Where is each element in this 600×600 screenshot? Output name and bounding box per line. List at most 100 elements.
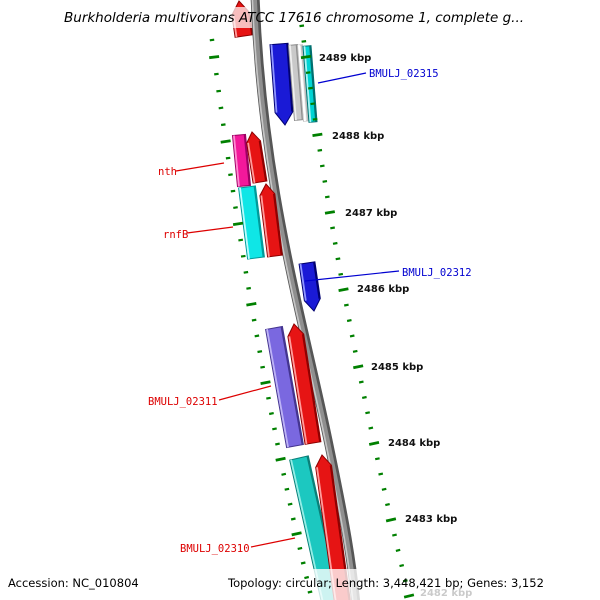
ruler-tick-minor bbox=[349, 334, 355, 338]
ruler-tick-minor bbox=[338, 272, 344, 276]
ruler-tick-minor bbox=[220, 123, 226, 127]
gene-label-BMULJ_02312[interactable]: BMULJ_02312 bbox=[402, 267, 472, 279]
ruler-tick-minor bbox=[346, 319, 352, 323]
ruler-tick-minor bbox=[281, 472, 287, 476]
ruler-tick-minor bbox=[381, 487, 387, 491]
ruler-tick-minor bbox=[209, 38, 215, 42]
ruler-tick-minor bbox=[284, 487, 290, 491]
label-leader-line bbox=[186, 226, 234, 234]
gene-label-rnfB[interactable]: rnfB bbox=[163, 229, 188, 241]
ruler-tick-minor bbox=[317, 148, 323, 152]
ruler-tick-minor bbox=[378, 472, 384, 476]
ruler-tick-major bbox=[324, 210, 336, 215]
ruler-tick-major bbox=[209, 55, 220, 60]
gene-bevel-shadow bbox=[286, 43, 293, 112]
ruler-tick-minor bbox=[216, 89, 222, 93]
ruler-tick-minor bbox=[308, 86, 313, 90]
gene-bevel-shadow bbox=[309, 45, 317, 122]
gene-label-BMULJ_02315[interactable]: BMULJ_02315 bbox=[369, 68, 439, 80]
ruler-tick-minor bbox=[305, 71, 311, 74]
ruler-tick-minor bbox=[361, 395, 367, 399]
ruler-tick-major bbox=[312, 132, 323, 137]
gene-feature-red-arrow-4[interactable] bbox=[315, 454, 351, 600]
label-leader-line bbox=[304, 270, 400, 282]
gene-feature-BMULJ_02310[interactable] bbox=[289, 455, 342, 600]
ruler-tick-minor bbox=[335, 257, 341, 261]
ruler-tick-major bbox=[246, 302, 257, 307]
ruler-tick-minor bbox=[275, 442, 280, 446]
gene-bevel-shadow bbox=[295, 44, 304, 120]
ruler-tick-minor bbox=[300, 561, 306, 565]
ruler-tick-major bbox=[260, 380, 271, 385]
label-leader-line bbox=[250, 537, 296, 548]
ruler-tick-minor bbox=[358, 380, 364, 384]
ruler-tick-minor bbox=[402, 579, 408, 583]
ruler-tick-major bbox=[300, 54, 312, 60]
status-genome-info: Topology: circular; Length: 3,448,421 bp… bbox=[228, 576, 544, 590]
ruler-tick-major bbox=[232, 221, 244, 226]
gene-bevel-shadow bbox=[258, 140, 267, 182]
gene-bevel-highlight bbox=[298, 45, 306, 122]
ruler-label-2489: 2489 kbp bbox=[319, 53, 371, 64]
status-bar-backdrop bbox=[0, 569, 600, 600]
gene-bevel-shadow bbox=[301, 334, 321, 443]
ruler-tick-minor bbox=[260, 365, 265, 369]
ruler-tick-minor bbox=[330, 226, 335, 230]
ruler-tick-minor bbox=[304, 575, 310, 580]
ruler-tick-minor bbox=[322, 180, 328, 183]
gene-bevel-shadow bbox=[273, 193, 283, 256]
ruler-tick-minor bbox=[299, 24, 305, 28]
label-leader-line bbox=[317, 72, 367, 84]
ruler-tick-major bbox=[275, 456, 286, 462]
chromosome-backbone-highlight bbox=[251, 0, 354, 600]
gene-feature-rnfB[interactable] bbox=[238, 185, 265, 260]
ruler-label-2487: 2487 kbp bbox=[345, 208, 397, 219]
map-title: Burkholderia multivorans ATCC 17616 chro… bbox=[64, 10, 525, 26]
ruler-tick-minor bbox=[374, 457, 380, 461]
ruler-tick-minor bbox=[230, 189, 236, 193]
ruler-tick-minor bbox=[240, 254, 246, 258]
gene-bevel-highlight bbox=[289, 45, 297, 121]
ruler-tick-minor bbox=[324, 195, 330, 199]
ruler-tick-minor bbox=[233, 206, 238, 209]
ruler-tick-minor bbox=[297, 546, 303, 550]
status-bar: Accession: NC_010804 Topology: circular;… bbox=[0, 574, 600, 600]
status-accession: Accession: NC_010804 bbox=[8, 576, 139, 590]
ruler-label-2488: 2488 kbp bbox=[332, 131, 384, 142]
gene-label-nth[interactable]: nth bbox=[158, 166, 177, 178]
ruler-tick-minor bbox=[399, 564, 405, 568]
ruler-label-2484: 2484 kbp bbox=[388, 438, 440, 449]
gene-bevel-highlight bbox=[233, 135, 240, 187]
gene-feature-BMULJ_02311[interactable] bbox=[265, 325, 304, 449]
ruler-tick-major bbox=[220, 139, 231, 144]
title-backdrop bbox=[0, 7, 600, 28]
ruler-tick-minor bbox=[266, 396, 271, 400]
gene-bevel-shadow bbox=[243, 134, 251, 186]
ruler-tick-major bbox=[291, 531, 302, 537]
gene-bevel-highlight bbox=[270, 44, 278, 113]
ruler-tick-major bbox=[403, 593, 415, 599]
ruler-tick-minor bbox=[395, 548, 401, 552]
gene-bevel-highlight bbox=[303, 46, 312, 123]
gene-bevel-shadow bbox=[253, 185, 265, 258]
ruler-tick-minor bbox=[287, 502, 293, 506]
ruler-tick-minor bbox=[251, 318, 257, 322]
ruler-tick-minor bbox=[238, 238, 244, 242]
ruler-tick-minor bbox=[319, 164, 325, 168]
ruler-tick-major bbox=[385, 517, 397, 523]
ruler-tick-minor bbox=[225, 156, 231, 160]
gene-bevel-highlight bbox=[260, 195, 270, 257]
ruler-tick-minor bbox=[352, 349, 358, 353]
ruler-label-2483: 2483 kbp bbox=[405, 514, 457, 525]
gene-feature-red-arrow-2[interactable] bbox=[259, 183, 283, 258]
gene-label-BMULJ_02310[interactable]: BMULJ_02310 bbox=[180, 543, 250, 555]
ruler-label-2486: 2486 kbp bbox=[357, 284, 409, 295]
gene-feature-red-arrow-3[interactable] bbox=[287, 323, 322, 445]
gene-bevel-highlight bbox=[239, 187, 250, 260]
gene-bevel-shadow bbox=[280, 326, 304, 445]
ruler-tick-minor bbox=[310, 102, 316, 106]
gene-label-BMULJ_02311[interactable]: BMULJ_02311 bbox=[148, 396, 218, 408]
label-leader-line bbox=[175, 162, 225, 172]
gene-bevel-highlight bbox=[299, 263, 307, 301]
